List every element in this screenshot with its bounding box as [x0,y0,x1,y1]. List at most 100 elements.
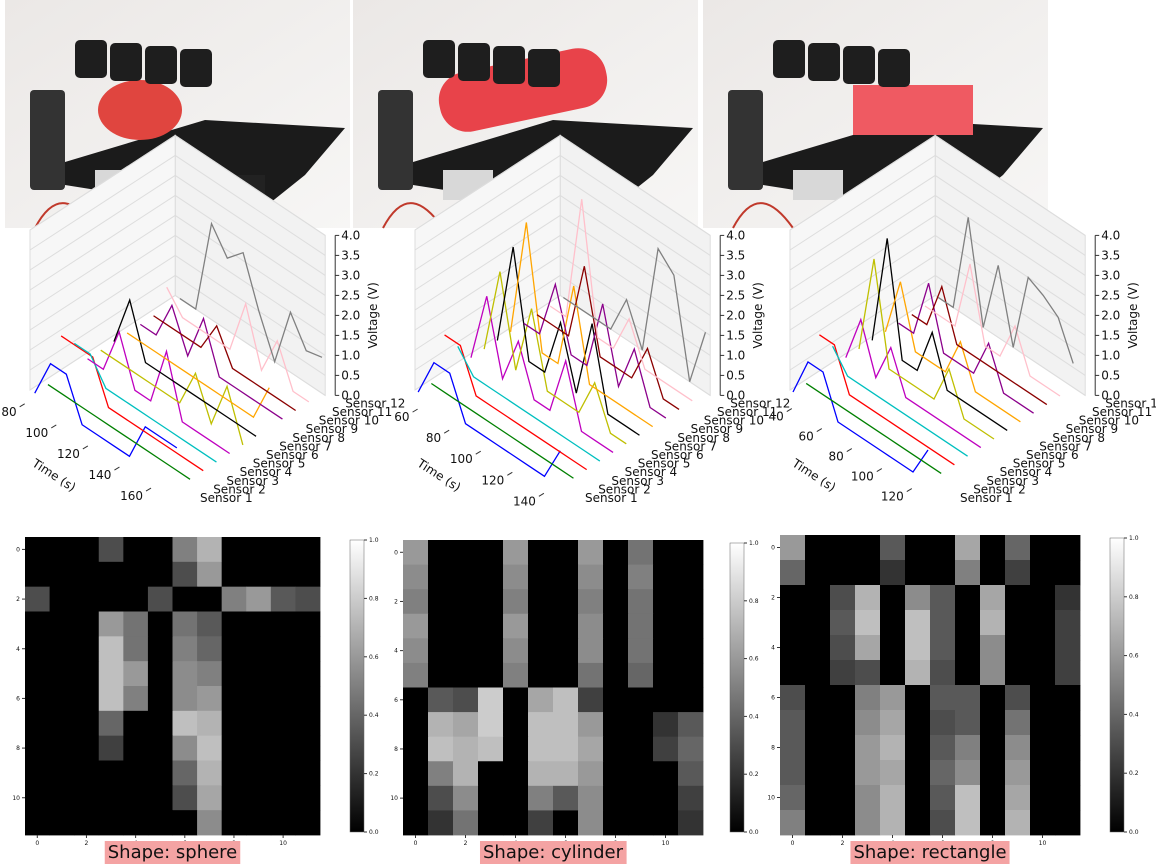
heatmap-cell [1005,785,1030,810]
heatmap-cell [222,562,247,587]
heatmap-cell [603,712,628,737]
heatmap-cell [25,562,50,587]
heatmap-cell [830,685,855,710]
heatmap-cell [855,710,880,735]
heatmap-cell [453,786,478,811]
heatmap-cell [50,736,75,761]
heatmap-cell [148,612,173,637]
heatmap-cell [780,585,805,610]
heatmap-cell [905,610,930,635]
colorbar-tick-label: 0.0 [369,829,379,836]
heatmap-cell [553,540,578,565]
heatmap-cell [99,661,124,686]
heatmap-cell [553,688,578,713]
heatmap-cell [603,688,628,713]
heatmap-cell [148,736,173,761]
heatmap-cell [453,810,478,835]
heatmap-cell [905,785,930,810]
heatmap-cell [1055,535,1080,560]
sensor-trace [846,320,981,448]
voltage-tick-label: 1.5 [1101,328,1120,342]
heatmap-cell [980,810,1005,835]
heatmap-cell [453,589,478,614]
voltage-axis-label: Voltage (V) [751,282,765,348]
voltage-tick-label: 4.0 [726,228,745,242]
shape-label: Shape: rectangle [853,842,1006,863]
heatmap-cell [930,660,955,685]
heatmap-cell [1005,660,1030,685]
tick-mark [83,446,88,449]
voltage-tick-label: 2.0 [1101,308,1120,322]
heatmap-cell [880,810,905,835]
heatmap-cell [805,685,830,710]
heatmap-cell [880,635,905,660]
heatmap-cell [123,612,148,637]
heatmap-cell [1005,560,1030,585]
heatmap-cell [478,663,503,688]
heatmap-cell [855,685,880,710]
heatmap-cell [980,735,1005,760]
heatmap-cell [246,785,271,810]
heatmap-cell [578,737,603,762]
time-tick-label: 120 [481,473,504,487]
time-tick-label: 40 [769,410,784,424]
heatmap-cell [222,785,247,810]
heatmap-cell [173,686,198,711]
heatmap-cell [578,638,603,663]
figure: 0.00.51.01.52.02.53.03.54.0Voltage (V)80… [0,0,1156,864]
heatmap-cell [99,810,124,835]
heatmap-cell [805,810,830,835]
colorbar-tick-label: 0.8 [1129,594,1139,601]
heatmap-cell [653,614,678,639]
heatmap-cell [553,712,578,737]
heatmap-cell [553,737,578,762]
heatmap-cell [478,565,503,590]
heatmap-cell [603,761,628,786]
heatmap-cell [503,688,528,713]
heatmap-cell [403,688,428,713]
heatmap-cell [855,660,880,685]
heatmap-cell [553,761,578,786]
x-tick-label: 10 [662,840,670,847]
y-tick-label: 10 [767,795,775,802]
heatmap-cell [271,661,296,686]
heatmap-cell [428,737,453,762]
heatmap-cell [222,810,247,835]
heatmap-cell [222,736,247,761]
heatmap-cell [780,785,805,810]
heatmap-cell [780,810,805,835]
colorbar-tick-label: 0.4 [369,712,379,719]
time-tick-label: 100 [851,470,874,484]
heatmap-cell [74,587,99,612]
heatmap-cell [1030,610,1055,635]
heatmap-cell [197,562,222,587]
heatmap-cell [453,565,478,590]
heatmap-cell [271,810,296,835]
heatmap-cell [74,711,99,736]
heatmap-cell [1005,610,1030,635]
heatmap-cell [905,710,930,735]
heatmap-cell [453,663,478,688]
heatmap-cell [930,610,955,635]
x-tick-label: 0 [35,840,39,847]
heatmap-cell [403,737,428,762]
finger [493,46,525,84]
heatmap-cell [678,712,703,737]
heatmap-cell [955,785,980,810]
heatmap-cell [980,635,1005,660]
heatmap-cell [855,635,880,660]
heatmap-cell [678,761,703,786]
heatmap-cell [578,786,603,811]
heatmap-cell [628,688,653,713]
colorbar-tick-label: 0.2 [369,771,379,778]
heatmap-cell [1005,710,1030,735]
x-tick-label: 0 [414,840,418,847]
heatmap-cell [123,761,148,786]
heatmap-cell [628,663,653,688]
heatmap-cell [197,636,222,661]
heatmap-cell [955,560,980,585]
x-tick-label: 2 [464,840,468,847]
heatmap-cell [578,712,603,737]
time-tick-label: 120 [57,447,80,461]
heatmap-cell [503,589,528,614]
